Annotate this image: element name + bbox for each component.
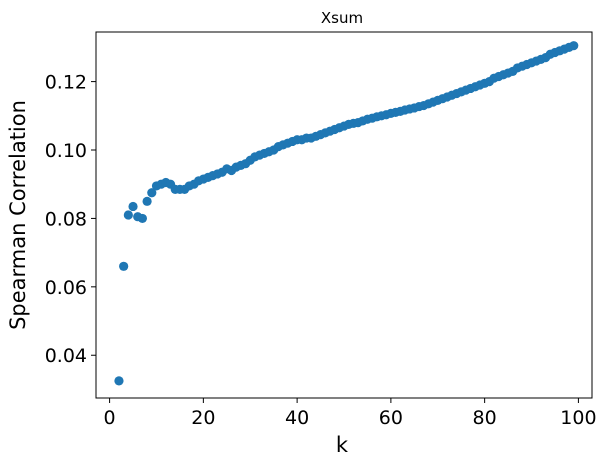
x-tick-label: 20: [191, 407, 215, 429]
data-point: [142, 196, 152, 206]
x-tick-label: 80: [473, 407, 497, 429]
x-tick-label: 40: [285, 407, 309, 429]
y-tick-label: 0.06: [45, 277, 87, 299]
plot-frame: [95, 31, 593, 399]
x-axis: 0 20 40 60 80 100: [104, 398, 597, 429]
x-tick-label: 0: [104, 407, 116, 429]
y-tick-label: 0.10: [45, 140, 87, 162]
data-point: [119, 261, 129, 271]
y-axis-label: Spearman Correlation: [6, 100, 30, 330]
chart-title: Xsum: [321, 9, 363, 27]
data-point: [147, 188, 157, 198]
x-axis-label: k: [336, 433, 349, 457]
data-point: [137, 213, 148, 224]
plot-area: [114, 41, 579, 386]
x-tick-label: 100: [560, 407, 596, 429]
data-point: [123, 210, 133, 220]
y-axis: 0.04 0.06 0.08 0.10 0.12: [45, 72, 96, 367]
data-point: [128, 201, 138, 212]
data-point: [114, 376, 124, 386]
y-tick-label: 0.12: [45, 72, 87, 94]
x-tick-label: 60: [379, 407, 403, 429]
data-point: [569, 41, 579, 51]
y-tick-label: 0.04: [45, 345, 87, 367]
y-tick-label: 0.08: [45, 208, 87, 230]
